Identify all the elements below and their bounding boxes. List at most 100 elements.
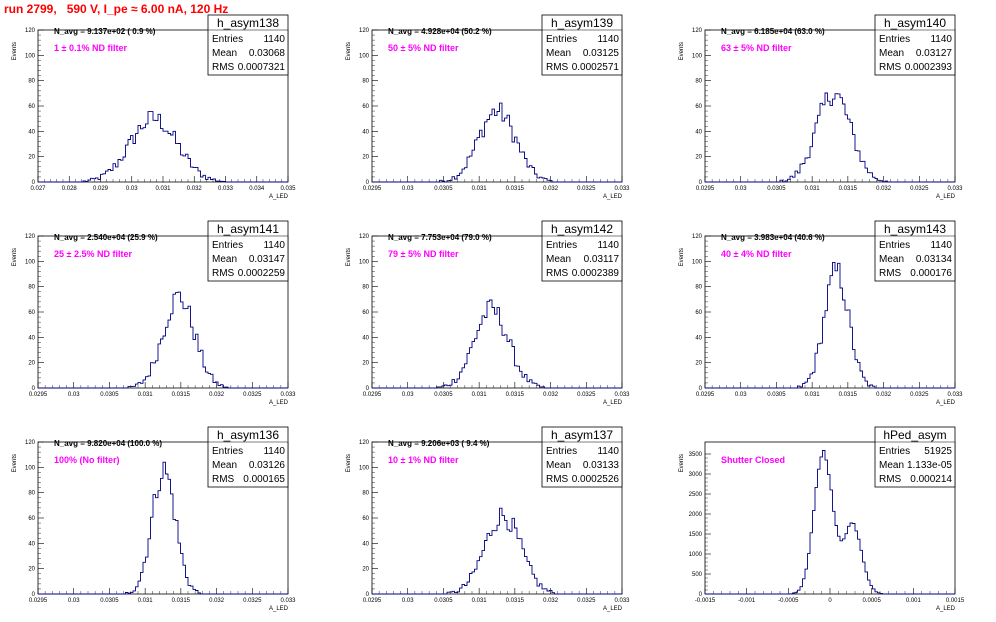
- x-tick-label: 0.03: [68, 598, 80, 604]
- navg-annotation: N_avg = 7.753e+04 (79.0 %): [388, 233, 492, 242]
- x-tick-label: 0.031: [805, 392, 821, 398]
- x-tick-label: 0.0305: [434, 392, 453, 398]
- y-tick-label: 120: [692, 234, 703, 240]
- y-tick-label: 80: [695, 79, 702, 85]
- y-tick-label: 0: [366, 386, 370, 392]
- histogram-panel-h_asym142: 0 20 40 60 80 100 120 0.0295 0.03 0.0305 0.031 0.03…: [346, 220, 630, 406]
- navg-annotation: N_avg = 2.540e+04 (25.9 %): [54, 233, 158, 242]
- y-tick-label: 60: [28, 310, 35, 316]
- y-tick-label: 40: [28, 335, 35, 341]
- stats-box: [207, 426, 289, 488]
- x-tick-label: 0.033: [280, 598, 296, 604]
- histogram-panel-h_asym139: 0 20 40 60 80 100 120 0.0295 0.03 0.0305 0.031 0.03…: [346, 14, 630, 200]
- y-tick-label: 120: [692, 28, 703, 34]
- y-tick-label: 100: [359, 465, 370, 471]
- stats-value-rms: 0.000176: [910, 268, 952, 279]
- x-tick-label: -0.001: [738, 598, 756, 604]
- stats-title: h_asym143: [884, 222, 946, 236]
- x-tick-label: 0.032: [187, 186, 203, 192]
- x-tick-label: 0.032: [876, 392, 892, 398]
- x-axis-label: A_LED: [936, 194, 956, 200]
- stats-value-entries: 1140: [597, 240, 619, 251]
- stats-label-mean: Mean: [546, 254, 571, 265]
- y-tick-label: 0: [32, 180, 36, 186]
- y-tick-label: 60: [362, 516, 369, 522]
- x-tick-label: 0.031: [472, 598, 488, 604]
- stats-title: h_asym136: [217, 428, 279, 442]
- x-tick-label: 0.03: [402, 186, 414, 192]
- x-tick-label: 0.0325: [577, 392, 596, 398]
- filter-label: Shutter Closed: [721, 455, 785, 465]
- stats-value-rms: 0.0002389: [572, 268, 620, 279]
- y-axis-label: Events: [346, 42, 352, 60]
- x-tick-label: 0.032: [543, 186, 559, 192]
- x-tick-label: 0.0295: [363, 186, 382, 192]
- stats-label-mean: Mean: [212, 254, 237, 265]
- y-tick-label: 120: [359, 234, 370, 240]
- y-tick-label: 40: [362, 335, 369, 341]
- x-tick-label: 0.033: [614, 392, 630, 398]
- filter-label: 63 ± 5% ND filter: [721, 43, 792, 53]
- navg-annotation: N_avg = 4.928e+04 (50.2 %): [388, 27, 492, 36]
- x-tick-label: 0.033: [947, 186, 963, 192]
- x-tick-label: 0.031: [472, 186, 488, 192]
- stats-title: h_asym142: [551, 222, 613, 236]
- y-tick-label: 80: [28, 491, 35, 497]
- x-tick-label: -0.0005: [778, 598, 799, 604]
- stats-label-entries: Entries: [879, 34, 910, 45]
- stats-value-entries: 1140: [597, 446, 619, 457]
- y-tick-label: 20: [362, 567, 369, 573]
- stats-title: h_asym140: [884, 16, 946, 30]
- x-tick-label: 0.03: [402, 392, 414, 398]
- x-axis-label: A_LED: [603, 400, 623, 406]
- x-tick-label: 0.027: [30, 186, 46, 192]
- stats-label-rms: RMS: [212, 474, 235, 485]
- x-tick-label: 0.0325: [577, 186, 596, 192]
- stats-value-rms: 0.0002259: [238, 268, 286, 279]
- x-tick-label: 0.0315: [839, 392, 858, 398]
- x-tick-label: 0.035: [280, 186, 296, 192]
- filter-label: 1 ± 0.1% ND filter: [54, 43, 127, 53]
- x-tick-label: 0.0315: [172, 392, 191, 398]
- y-tick-label: 60: [695, 310, 702, 316]
- x-tick-label: 0.0315: [172, 598, 191, 604]
- y-axis-label: Events: [679, 454, 685, 472]
- histogram-line: [372, 507, 622, 595]
- x-tick-label: 0.031: [138, 598, 154, 604]
- y-tick-label: 100: [692, 259, 703, 265]
- y-tick-label: 100: [25, 259, 36, 265]
- stats-label-rms: RMS: [879, 62, 902, 73]
- x-tick-label: 0.0315: [506, 392, 525, 398]
- histogram-line: [705, 450, 955, 595]
- stats-label-mean: Mean: [212, 48, 237, 59]
- x-tick-label: 0.0325: [577, 598, 596, 604]
- y-tick-label: 40: [362, 129, 369, 135]
- histogram-panel-h_asym137: 0 20 40 60 80 100 120 0.0295 0.03 0.0305 0.031 0.03…: [346, 426, 630, 612]
- stats-value-rms: 0.000165: [243, 474, 285, 485]
- x-tick-label: 0.032: [209, 598, 225, 604]
- y-tick-label: 120: [359, 440, 370, 446]
- x-axis-label: A_LED: [603, 606, 623, 612]
- y-tick-label: 120: [359, 28, 370, 34]
- navg-annotation: N_avg = 3.983e+04 (40.6 %): [721, 233, 825, 242]
- stats-box: [207, 220, 289, 282]
- y-axis-label: Events: [12, 42, 18, 60]
- filter-label: 40 ± 4% ND filter: [721, 249, 792, 259]
- x-tick-label: 0.0315: [506, 186, 525, 192]
- y-tick-label: 120: [25, 28, 36, 34]
- y-tick-label: 2000: [689, 512, 703, 518]
- x-tick-label: 0.0325: [243, 598, 262, 604]
- y-tick-label: 20: [28, 361, 35, 367]
- histogram-panel-h_asym143: 0 20 40 60 80 100 120 0.0295 0.03 0.0305 0.031 0.03…: [679, 220, 963, 406]
- y-tick-label: 20: [362, 155, 369, 161]
- stats-label-mean: Mean: [546, 48, 571, 59]
- stats-label-rms: RMS: [879, 474, 902, 485]
- x-tick-label: 0.0325: [243, 392, 262, 398]
- x-tick-label: 0.033: [614, 186, 630, 192]
- stats-label-entries: Entries: [212, 446, 243, 457]
- y-tick-label: 500: [692, 572, 703, 578]
- y-tick-label: 80: [362, 285, 369, 291]
- stats-label-mean: Mean: [879, 460, 904, 471]
- stats-title: h_asym139: [551, 16, 613, 30]
